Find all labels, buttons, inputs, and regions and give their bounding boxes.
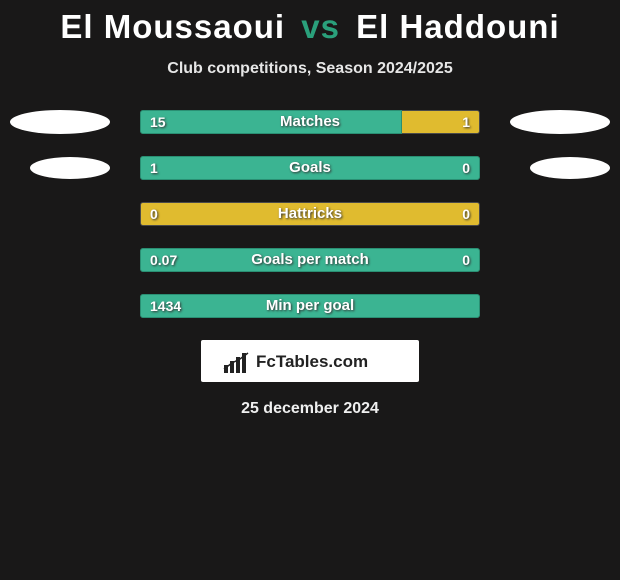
player-indicator-right [530, 157, 610, 179]
stat-bar: 1434Min per goal [140, 294, 480, 318]
stat-bar-left [140, 110, 402, 134]
comparison-infographic: El Moussaoui vs El Haddouni Club competi… [0, 0, 620, 418]
stat-value-right: 0 [462, 248, 470, 272]
stat-bar: 0.070Goals per match [140, 248, 480, 272]
stat-row: 1434Min per goal [0, 294, 620, 318]
subtitle: Club competitions, Season 2024/2025 [0, 60, 620, 78]
stat-value-left: 1434 [150, 294, 181, 318]
stat-bar: 00Hattricks [140, 202, 480, 226]
date-text: 25 december 2024 [0, 400, 620, 418]
stat-bar: 151Matches [140, 110, 480, 134]
stat-bar-left [140, 248, 480, 272]
fctables-logo: FcTables.com [220, 347, 400, 375]
page-title: El Moussaoui vs El Haddouni [0, 8, 620, 46]
comparison-rows: 151Matches10Goals00Hattricks0.070Goals p… [0, 110, 620, 318]
stat-row: 151Matches [0, 110, 620, 134]
stat-value-right: 0 [462, 202, 470, 226]
title-vs: vs [301, 8, 340, 45]
stat-bar: 10Goals [140, 156, 480, 180]
stat-value-left: 1 [150, 156, 158, 180]
stat-bar-left [140, 156, 480, 180]
stat-row: 0.070Goals per match [0, 248, 620, 272]
title-player2: El Haddouni [356, 8, 560, 45]
svg-text:FcTables.com: FcTables.com [256, 352, 368, 371]
stat-value-left: 15 [150, 110, 166, 134]
stat-bar-right [140, 202, 480, 226]
player-indicator-right [510, 110, 610, 134]
stat-value-right: 0 [462, 156, 470, 180]
player-indicator-left [10, 110, 110, 134]
stat-bar-left [140, 294, 480, 318]
stat-row: 10Goals [0, 156, 620, 180]
stat-value-left: 0.07 [150, 248, 177, 272]
stat-value-right: 1 [462, 110, 470, 134]
player-indicator-left [30, 157, 110, 179]
title-player1: El Moussaoui [60, 8, 285, 45]
stat-row: 00Hattricks [0, 202, 620, 226]
source-badge: FcTables.com [201, 340, 419, 382]
stat-value-left: 0 [150, 202, 158, 226]
